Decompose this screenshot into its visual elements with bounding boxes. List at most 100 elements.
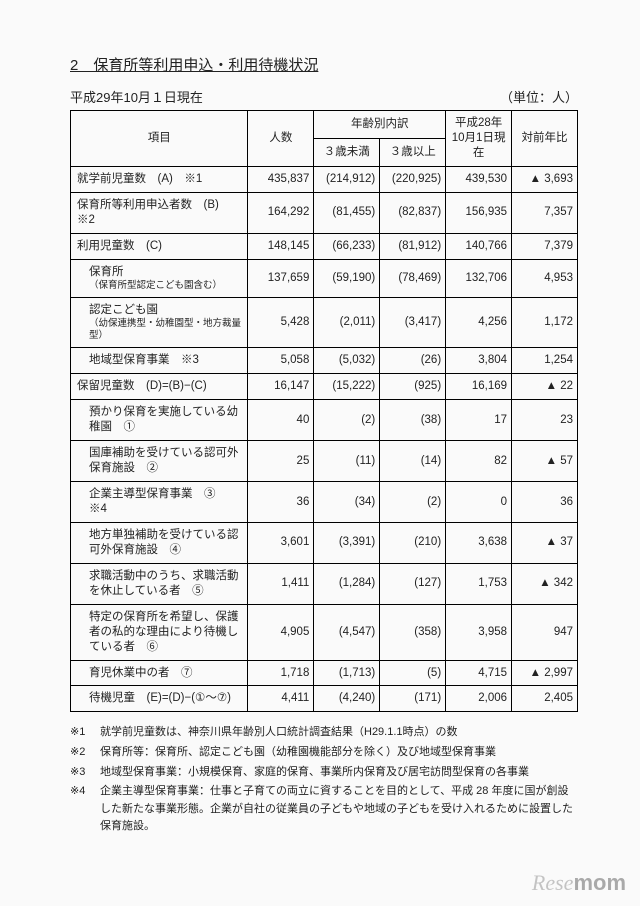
cell-count: 25 xyxy=(248,441,314,482)
row-label: 待機児童 (E)=(D)−(①〜⑦) xyxy=(71,686,248,712)
cell-prev: 132,706 xyxy=(446,259,512,297)
cell-o3: (358) xyxy=(380,604,446,660)
cell-yoy: ▲ 342 xyxy=(512,563,578,604)
cell-prev: 4,256 xyxy=(446,297,512,348)
table-body: 就学前児童数 (A) ※1435,837(214,912)(220,925)43… xyxy=(71,166,578,712)
cell-yoy: ▲ 22 xyxy=(512,374,578,400)
cell-yoy: 1,172 xyxy=(512,297,578,348)
cell-prev: 17 xyxy=(446,400,512,441)
table-row: 求職活動中のうち、求職活動を休止している者 ⑤1,411(1,284)(127)… xyxy=(71,563,578,604)
table-row: 企業主導型保育事業 ③ ※436(34)(2)036 xyxy=(71,482,578,523)
cell-o3: (220,925) xyxy=(380,166,446,192)
table-row: 育児休業中の者 ⑦1,718(1,713)(5)4,715▲ 2,997 xyxy=(71,660,578,686)
watermark-a: Rese xyxy=(532,870,574,895)
cell-u3: (2,011) xyxy=(314,297,380,348)
footnote-tag: ※1 xyxy=(70,724,100,742)
cell-count: 435,837 xyxy=(248,166,314,192)
cell-yoy: 1,254 xyxy=(512,348,578,374)
table-row: 保留児童数 (D)=(B)−(C)16,147(15,222)(925)16,1… xyxy=(71,374,578,400)
cell-prev: 156,935 xyxy=(446,192,512,233)
cell-u3: (34) xyxy=(314,482,380,523)
row-label: 育児休業中の者 ⑦ xyxy=(71,660,248,686)
cell-u3: (1,284) xyxy=(314,563,380,604)
cell-u3: (81,455) xyxy=(314,192,380,233)
cell-o3: (38) xyxy=(380,400,446,441)
cell-o3: (171) xyxy=(380,686,446,712)
unit-label: （単位：人） xyxy=(500,87,578,106)
cell-o3: (82,837) xyxy=(380,192,446,233)
cell-yoy: 947 xyxy=(512,604,578,660)
cell-u3: (15,222) xyxy=(314,374,380,400)
table-row: 預かり保育を実施している幼稚園 ①40(2)(38)1723 xyxy=(71,400,578,441)
cell-yoy: 36 xyxy=(512,482,578,523)
cell-count: 137,659 xyxy=(248,259,314,297)
th-yoy: 対前年比 xyxy=(512,111,578,167)
cell-prev: 82 xyxy=(446,441,512,482)
cell-u3: (4,240) xyxy=(314,686,380,712)
row-label: 保育所（保育所型認定こども園含む） xyxy=(71,259,248,297)
cell-count: 1,411 xyxy=(248,563,314,604)
cell-yoy: 7,379 xyxy=(512,233,578,259)
cell-count: 36 xyxy=(248,482,314,523)
table-row: 地域型保育事業 ※35,058(5,032)(26)3,8041,254 xyxy=(71,348,578,374)
cell-count: 3,601 xyxy=(248,522,314,563)
table-row: 利用児童数 (C)148,145(66,233)(81,912)140,7667… xyxy=(71,233,578,259)
watermark-b: mom xyxy=(573,870,626,895)
row-label: 地方単独補助を受けている認可外保育施設 ④ xyxy=(71,522,248,563)
cell-u3: (11) xyxy=(314,441,380,482)
row-label: 利用児童数 (C) xyxy=(71,233,248,259)
cell-prev: 4,715 xyxy=(446,660,512,686)
footnote-text: 就学前児童数は、神奈川県年齢別人口統計調査結果（H29.1.1時点）の数 xyxy=(100,724,578,742)
th-prev-year: 平成28年 10月1日現在 xyxy=(446,111,512,167)
cell-o3: (14) xyxy=(380,441,446,482)
cell-prev: 3,638 xyxy=(446,522,512,563)
cell-count: 148,145 xyxy=(248,233,314,259)
table-row: 国庫補助を受けている認可外保育施設 ②25(11)(14)82▲ 57 xyxy=(71,441,578,482)
cell-yoy: 7,357 xyxy=(512,192,578,233)
row-label: 認定こども園（幼保連携型・幼稚園型・地方裁量型） xyxy=(71,297,248,348)
cell-o3: (2) xyxy=(380,482,446,523)
cell-o3: (5) xyxy=(380,660,446,686)
footnote: ※2保育所等：保育所、認定こども園（幼稚園機能部分を除く）及び地域型保育事業 xyxy=(70,744,578,762)
table-row: 認定こども園（幼保連携型・幼稚園型・地方裁量型）5,428(2,011)(3,4… xyxy=(71,297,578,348)
row-label: 地域型保育事業 ※3 xyxy=(71,348,248,374)
footnote-tag: ※3 xyxy=(70,764,100,782)
footnote-tag: ※2 xyxy=(70,744,100,762)
cell-count: 4,411 xyxy=(248,686,314,712)
th-item: 項目 xyxy=(71,111,248,167)
table-row: 保育所（保育所型認定こども園含む）137,659(59,190)(78,469)… xyxy=(71,259,578,297)
footnote-tag: ※4 xyxy=(70,783,100,836)
cell-o3: (127) xyxy=(380,563,446,604)
cell-o3: (3,417) xyxy=(380,297,446,348)
cell-count: 164,292 xyxy=(248,192,314,233)
cell-u3: (1,713) xyxy=(314,660,380,686)
cell-count: 4,905 xyxy=(248,604,314,660)
footnote: ※4企業主導型保育事業：仕事と子育ての両立に資することを目的として、平成 28 … xyxy=(70,783,578,836)
cell-count: 1,718 xyxy=(248,660,314,686)
th-over3: ３歳以上 xyxy=(380,138,446,166)
cell-u3: (5,032) xyxy=(314,348,380,374)
row-label: 国庫補助を受けている認可外保育施設 ② xyxy=(71,441,248,482)
as-of-date: 平成29年10月１日現在 xyxy=(70,87,203,106)
th-under3: ３歳未満 xyxy=(314,138,380,166)
cell-o3: (210) xyxy=(380,522,446,563)
cell-o3: (78,469) xyxy=(380,259,446,297)
watermark: Resemom xyxy=(532,870,626,896)
row-label: 保育所等利用申込者数 (B) ※2 xyxy=(71,192,248,233)
cell-u3: (59,190) xyxy=(314,259,380,297)
table-row: 保育所等利用申込者数 (B) ※2164,292(81,455)(82,837)… xyxy=(71,192,578,233)
cell-count: 40 xyxy=(248,400,314,441)
row-label: 保留児童数 (D)=(B)−(C) xyxy=(71,374,248,400)
cell-o3: (81,912) xyxy=(380,233,446,259)
main-table: 項目 人数 年齢別内訳 平成28年 10月1日現在 対前年比 ３歳未満 ３歳以上… xyxy=(70,110,578,712)
cell-u3: (4,547) xyxy=(314,604,380,660)
cell-prev: 3,804 xyxy=(446,348,512,374)
footnote: ※1就学前児童数は、神奈川県年齢別人口統計調査結果（H29.1.1時点）の数 xyxy=(70,724,578,742)
section-title: 2 保育所等利用申込・利用待機状況 xyxy=(70,54,578,75)
th-age-split: 年齢別内訳 xyxy=(314,111,446,139)
table-row: 地方単独補助を受けている認可外保育施設 ④3,601(3,391)(210)3,… xyxy=(71,522,578,563)
cell-prev: 140,766 xyxy=(446,233,512,259)
footnote-text: 地域型保育事業：小規模保育、家庭的保育、事業所内保育及び居宅訪問型保育の各事業 xyxy=(100,764,578,782)
subheader-row: 平成29年10月１日現在 （単位：人） xyxy=(70,87,578,106)
row-label: 求職活動中のうち、求職活動を休止している者 ⑤ xyxy=(71,563,248,604)
